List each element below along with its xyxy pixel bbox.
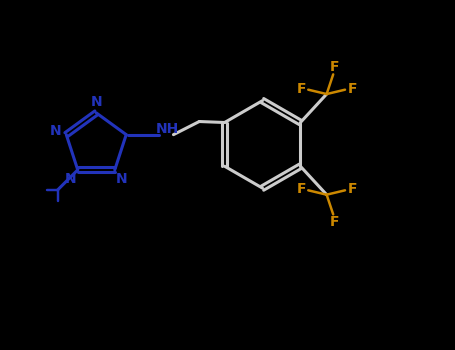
Text: F: F — [330, 215, 339, 229]
Text: F: F — [297, 82, 306, 96]
Text: N: N — [116, 172, 127, 186]
Text: N: N — [65, 172, 77, 186]
Text: N: N — [91, 94, 102, 108]
Text: F: F — [330, 60, 339, 74]
Text: F: F — [297, 182, 306, 196]
Text: N: N — [50, 124, 61, 138]
Text: F: F — [347, 82, 357, 96]
Text: F: F — [347, 182, 357, 196]
Text: NH: NH — [155, 122, 178, 136]
